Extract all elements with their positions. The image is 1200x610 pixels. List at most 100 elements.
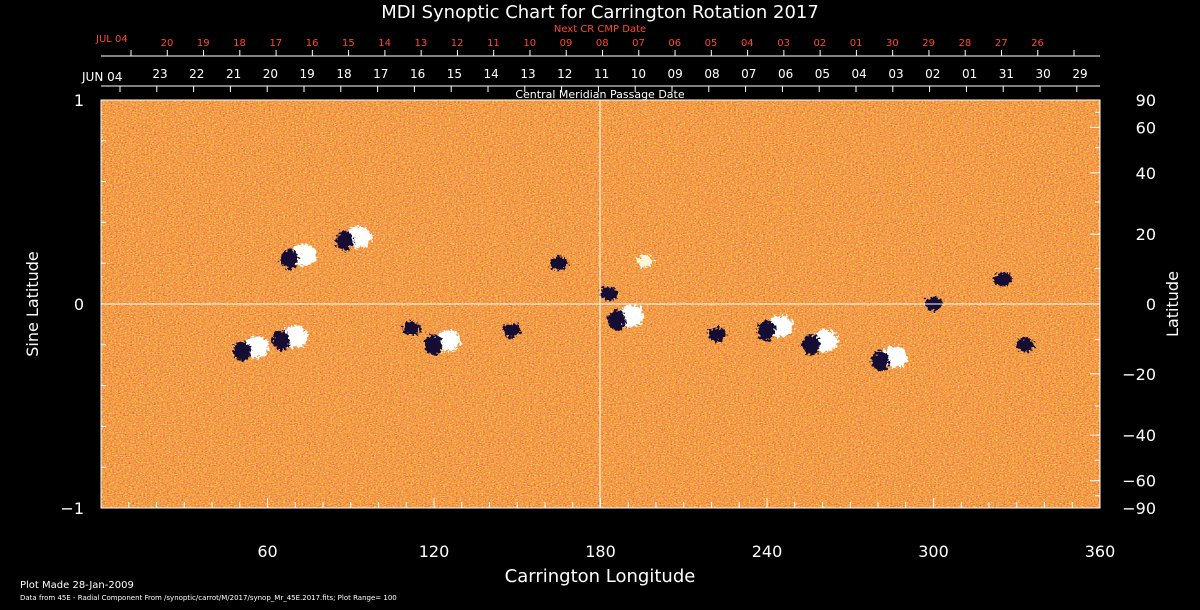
cmp-tick-label: 30 — [1036, 67, 1051, 81]
chart-title: MDI Synoptic Chart for Carrington Rotati… — [381, 2, 819, 23]
next-cmp-tick-label: 06 — [668, 38, 681, 49]
cmp-tick-label: 02 — [925, 67, 940, 81]
negative-flux — [425, 335, 443, 355]
left-tick-label: −1 — [60, 499, 84, 518]
right-tick-label: 40 — [1136, 164, 1156, 183]
next-cmp-tick-label: 14 — [378, 38, 391, 49]
negative-flux — [233, 341, 251, 361]
cmp-tick-label: 23 — [152, 67, 167, 81]
cmp-tick-label: 22 — [189, 67, 204, 81]
next-cmp-tick-label: 17 — [269, 38, 282, 49]
negative-flux — [608, 310, 626, 330]
negative-flux — [272, 331, 290, 351]
negative-flux — [708, 328, 726, 342]
next-cmp-tick-label: 27 — [995, 38, 1008, 49]
negative-flux — [600, 287, 618, 301]
cmp-tick-label: 03 — [888, 67, 903, 81]
next-cmp-axis-label: Next CR CMP Date — [554, 24, 646, 35]
next-cmp-tick-label: 01 — [850, 38, 863, 49]
next-cmp-date-axis: 20 19 18 17 16 15 14 13 12 11 10 09 08 07 06 05 04 03 02 01… — [131, 38, 1074, 56]
right-tick-label: 20 — [1136, 225, 1156, 244]
active-region — [1016, 338, 1034, 352]
cmp-tick-label: 29 — [1072, 67, 1087, 81]
cmp-tick-label: 04 — [852, 67, 867, 81]
next-cmp-tick-label: 19 — [197, 38, 210, 49]
cmp-tick-label: 31 — [999, 67, 1014, 81]
cmp-tick-label: 08 — [704, 67, 719, 81]
active-region — [600, 287, 618, 301]
negative-flux — [550, 256, 568, 270]
next-cmp-tick-label: 12 — [451, 38, 464, 49]
y-axis-label-right: Latitude — [1163, 271, 1182, 337]
cmp-tick-label: 07 — [741, 67, 756, 81]
next-cmp-tick-label: 07 — [632, 38, 645, 49]
next-cmp-tick-label: 08 — [596, 38, 609, 49]
cmp-axis-label: Central Meridian Passage Date — [515, 88, 684, 101]
cmp-tick-label: 19 — [300, 67, 315, 81]
cmp-tick-label: 16 — [410, 67, 425, 81]
right-tick-label: 0 — [1146, 295, 1156, 314]
next-cmp-tick-label: 28 — [959, 38, 972, 49]
cmp-tick-label: 18 — [336, 67, 351, 81]
next-cmp-tick-label: 13 — [415, 38, 428, 49]
next-cmp-tick-label: 18 — [233, 38, 246, 49]
negative-flux — [336, 231, 354, 251]
cmp-tick-label: 01 — [962, 67, 977, 81]
bottom-tick-label: 300 — [918, 542, 949, 561]
next-cmp-tick-label: 30 — [886, 38, 899, 49]
cmp-tick-label: 12 — [557, 67, 572, 81]
next-cmp-tick-label: 16 — [306, 38, 319, 49]
active-region — [403, 321, 421, 335]
cmp-tick-label: 20 — [263, 67, 278, 81]
cmp-start-label: JUN 04 — [81, 70, 122, 84]
next-cmp-tick-label: 15 — [342, 38, 355, 49]
cmp-tick-label: 13 — [520, 67, 535, 81]
bottom-tick-label: 180 — [585, 542, 616, 561]
next-cmp-tick-label: 02 — [813, 38, 826, 49]
next-cmp-tick-label: 05 — [705, 38, 718, 49]
bottom-tick-label: 120 — [419, 542, 450, 561]
cmp-tick-label: 15 — [447, 67, 462, 81]
negative-flux — [1016, 338, 1034, 352]
active-region — [637, 255, 653, 267]
negative-flux — [403, 321, 421, 335]
bottom-tick-label: 360 — [1085, 542, 1116, 561]
y-axis-label-left: Sine Latitude — [23, 251, 42, 357]
cmp-tick-label: 14 — [484, 67, 499, 81]
next-cmp-tick-label: 26 — [1031, 38, 1044, 49]
left-tick-label: 0 — [74, 295, 84, 314]
bottom-tick-label: 60 — [257, 542, 277, 561]
negative-flux — [503, 324, 521, 338]
x-axis-label: Carrington Longitude — [505, 566, 696, 587]
cmp-tick-label: 10 — [631, 67, 646, 81]
cmp-tick-label: 06 — [778, 67, 793, 81]
cmp-tick-label: 05 — [815, 67, 830, 81]
negative-flux — [994, 273, 1012, 287]
cmp-tick-label: 21 — [226, 67, 241, 81]
cmp-tick-label: 17 — [373, 67, 388, 81]
right-tick-label: 90 — [1136, 91, 1156, 110]
positive-flux — [637, 255, 653, 267]
bottom-tick-label: 240 — [752, 542, 783, 561]
right-tick-label: 60 — [1136, 118, 1156, 137]
active-region — [994, 273, 1012, 287]
next-cmp-start-label: JUL 04 — [95, 34, 128, 45]
cmp-tick-label: 09 — [668, 67, 683, 81]
next-cmp-tick-label: 11 — [487, 38, 500, 49]
negative-flux — [871, 351, 889, 371]
right-tick-label: −60 — [1122, 472, 1156, 491]
right-tick-label: −20 — [1122, 365, 1156, 384]
active-region — [550, 256, 568, 270]
active-region — [503, 324, 521, 338]
next-cmp-tick-label: 03 — [777, 38, 790, 49]
next-cmp-tick-label: 20 — [161, 38, 174, 49]
active-region — [708, 328, 726, 342]
next-cmp-tick-label: 29 — [922, 38, 935, 49]
cmp-tick-label: 11 — [594, 67, 609, 81]
left-tick-label: 1 — [74, 91, 84, 110]
right-tick-label: −90 — [1122, 499, 1156, 518]
data-source-note: Data from 45E - Radial Component From /s… — [20, 594, 397, 602]
plot-made-note: Plot Made 28-Jan-2009 — [20, 580, 134, 591]
negative-flux — [758, 320, 776, 340]
